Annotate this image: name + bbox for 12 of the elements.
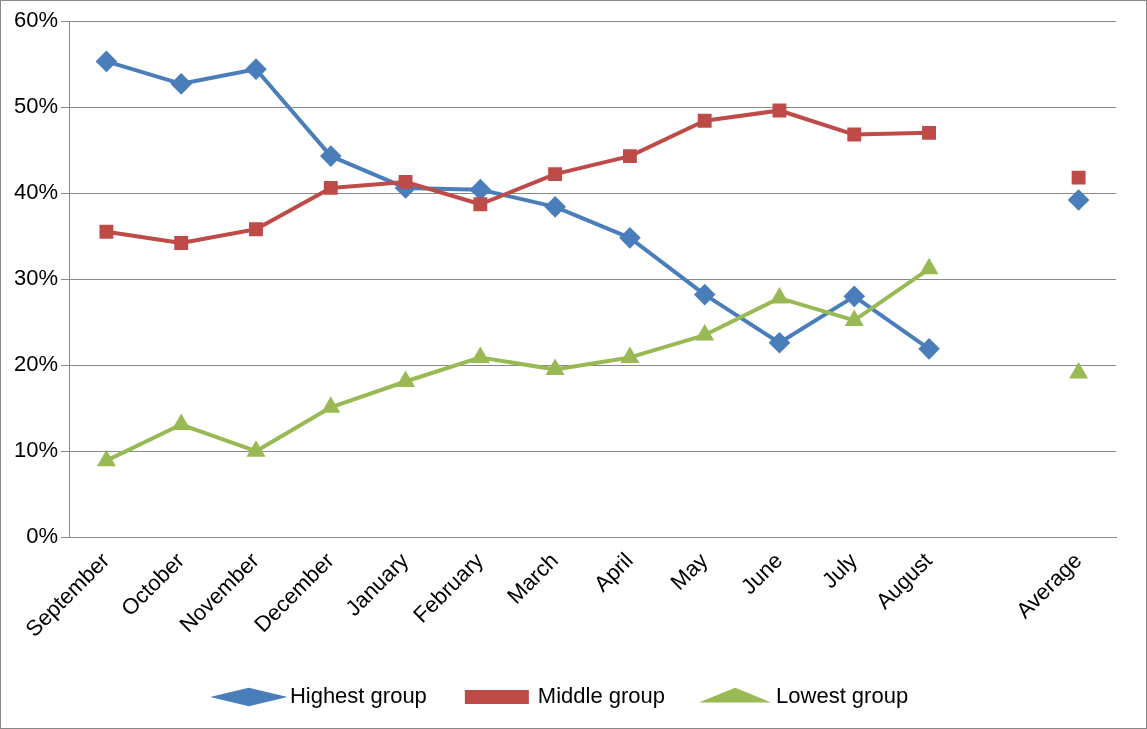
- x-tick-label: May: [665, 547, 713, 595]
- y-tick-label: 10%: [13, 437, 59, 463]
- legend-label: Middle group: [537, 683, 666, 709]
- y-tick-label: 30%: [13, 265, 59, 291]
- legend-label: Lowest group: [776, 683, 909, 709]
- y-tick-label: 40%: [13, 179, 59, 205]
- y-tick-label: 20%: [13, 351, 59, 377]
- y-tick-label: 0%: [26, 523, 59, 549]
- legend-label: Highest group: [289, 683, 427, 709]
- x-tick-label: July: [816, 547, 863, 594]
- y-tick-label: 50%: [13, 93, 59, 119]
- y-tick-label: 60%: [13, 7, 59, 33]
